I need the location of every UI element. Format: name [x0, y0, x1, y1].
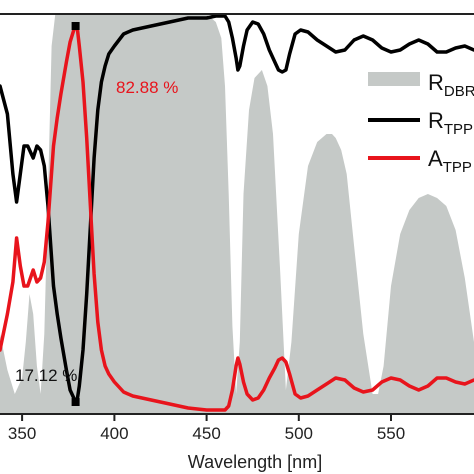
series-line-r-tpp [0, 14, 474, 404]
x-tick-label-550: 550 [377, 424, 405, 443]
marker-2 [71, 398, 80, 406]
series-line-a-tpp [0, 24, 474, 412]
x-tick-labels: 350 400 450 500 550 [8, 424, 405, 443]
annotation-absorption-peak: 82.88 % [116, 78, 178, 97]
legend-label-r-tpp: RTPP [428, 108, 473, 138]
x-axis-title: Wavelength [nm] [188, 452, 322, 472]
x-tick-label-500: 500 [285, 424, 313, 443]
legend: RDBR RTPP ATPP [368, 70, 474, 176]
legend-item-r-tpp: RTPP [368, 108, 473, 138]
x-tick-label-450: 450 [192, 424, 220, 443]
plot-area [0, 14, 474, 414]
x-tick-label-400: 400 [100, 424, 128, 443]
legend-label-a-tpp: ATPP [428, 146, 472, 176]
series-area-r-dbr [0, 14, 474, 414]
legend-item-r-dbr: RDBR [368, 70, 474, 100]
annotation-reflection-dip: 17.12 % [15, 366, 77, 385]
legend-item-a-tpp: ATPP [368, 146, 472, 176]
x-ticks [21, 414, 392, 421]
legend-swatch-r-dbr [368, 72, 420, 86]
legend-label-r-dbr: RDBR [428, 70, 474, 100]
marker-1 [71, 22, 80, 30]
x-tick-label-350: 350 [8, 424, 36, 443]
